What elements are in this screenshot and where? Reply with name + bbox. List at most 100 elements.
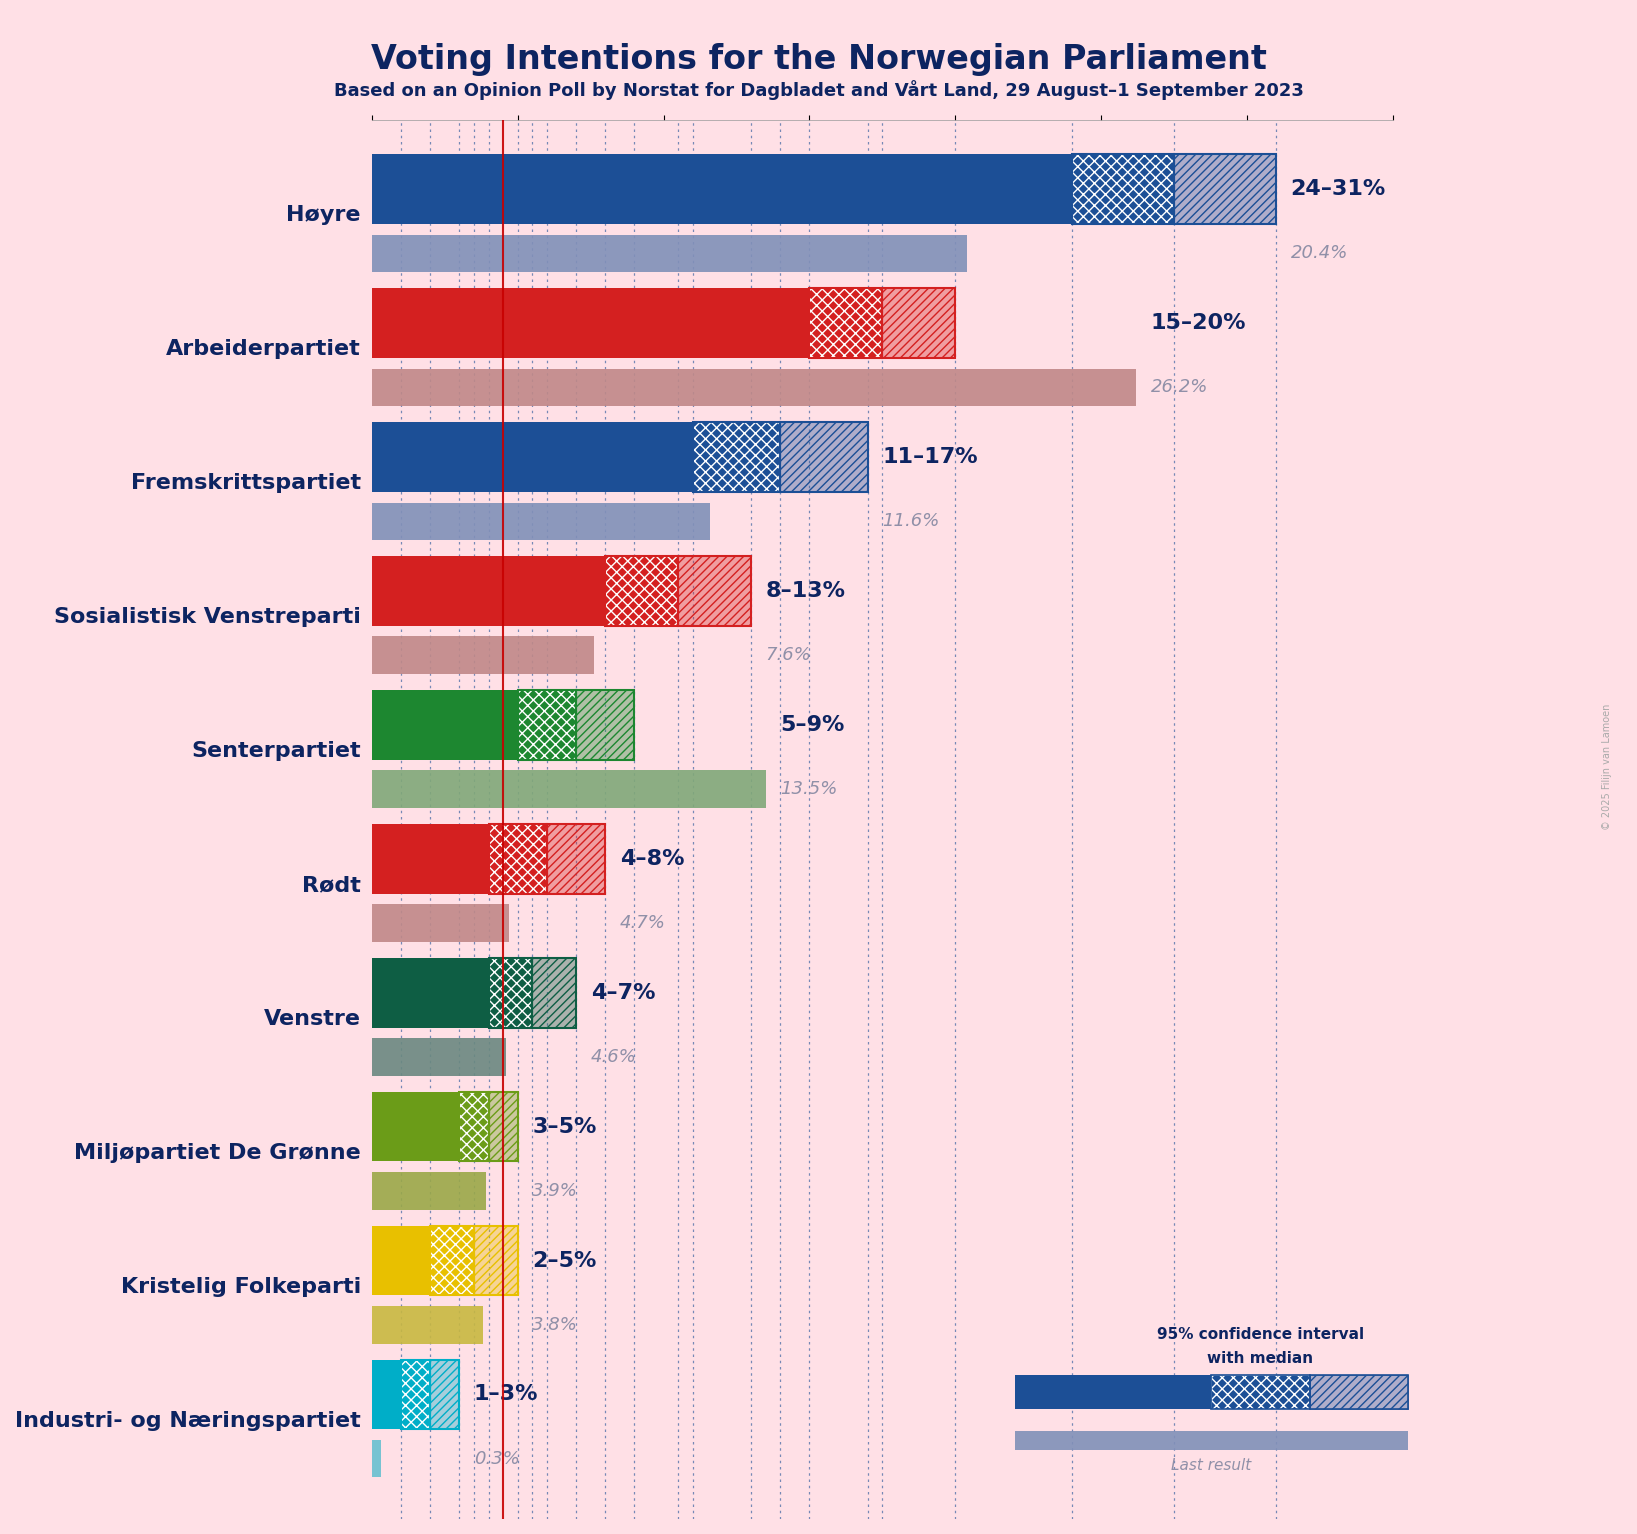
- Text: 4–8%: 4–8%: [620, 848, 684, 868]
- Bar: [1310, 1374, 1408, 1410]
- Bar: [401, 1359, 431, 1430]
- Text: 2–5%: 2–5%: [532, 1250, 596, 1270]
- Text: 11.6%: 11.6%: [882, 512, 940, 531]
- Text: 4.6%: 4.6%: [591, 1048, 637, 1066]
- Bar: [488, 957, 532, 1028]
- Bar: [401, 1359, 431, 1430]
- Bar: [401, 1359, 431, 1430]
- Bar: [809, 288, 882, 357]
- Bar: [372, 1226, 431, 1295]
- Text: © 2025 Filijn van Lamoen: © 2025 Filijn van Lamoen: [1603, 704, 1612, 830]
- Bar: [488, 824, 547, 894]
- Bar: [1174, 155, 1277, 224]
- Bar: [1072, 155, 1174, 224]
- Bar: [1211, 1374, 1310, 1410]
- Bar: [372, 824, 488, 894]
- Bar: [606, 557, 678, 626]
- Bar: [372, 288, 809, 357]
- Bar: [882, 288, 956, 357]
- Bar: [1211, 1374, 1310, 1410]
- Bar: [517, 690, 576, 759]
- Text: 11–17%: 11–17%: [882, 446, 977, 466]
- Bar: [678, 557, 751, 626]
- Bar: [372, 1039, 506, 1075]
- Bar: [372, 1172, 486, 1210]
- Bar: [547, 824, 606, 894]
- Bar: [781, 422, 868, 492]
- Bar: [372, 690, 517, 759]
- Bar: [576, 690, 635, 759]
- Bar: [372, 957, 488, 1028]
- Bar: [372, 1305, 483, 1344]
- Bar: [1174, 155, 1277, 224]
- Text: Voting Intentions for the Norwegian Parliament: Voting Intentions for the Norwegian Parl…: [370, 43, 1267, 77]
- Bar: [882, 288, 956, 357]
- Bar: [475, 1226, 517, 1295]
- Text: 13.5%: 13.5%: [781, 781, 838, 798]
- Bar: [372, 770, 766, 808]
- Bar: [882, 288, 956, 357]
- Bar: [372, 905, 509, 942]
- Text: with median: with median: [1208, 1351, 1313, 1365]
- Bar: [475, 1226, 517, 1295]
- Bar: [532, 957, 576, 1028]
- Bar: [547, 824, 606, 894]
- Bar: [488, 1092, 517, 1161]
- Bar: [475, 1226, 517, 1295]
- Bar: [460, 1092, 488, 1161]
- Text: 0.3%: 0.3%: [475, 1450, 521, 1468]
- Bar: [372, 557, 606, 626]
- Bar: [809, 288, 882, 357]
- Bar: [460, 1092, 488, 1161]
- Bar: [692, 422, 781, 492]
- Bar: [372, 155, 1072, 224]
- Bar: [606, 557, 678, 626]
- Bar: [1015, 1374, 1211, 1410]
- Text: 26.2%: 26.2%: [1151, 379, 1208, 396]
- Bar: [576, 690, 635, 759]
- Bar: [692, 422, 781, 492]
- Bar: [431, 1226, 475, 1295]
- Text: Last result: Last result: [1170, 1457, 1252, 1473]
- Bar: [488, 1092, 517, 1161]
- Bar: [1310, 1374, 1408, 1410]
- Text: 1–3%: 1–3%: [475, 1385, 539, 1405]
- Text: 3.9%: 3.9%: [532, 1181, 578, 1200]
- Bar: [372, 1092, 460, 1161]
- Bar: [576, 690, 635, 759]
- Bar: [517, 690, 576, 759]
- Bar: [1211, 1374, 1310, 1410]
- Text: 4.7%: 4.7%: [620, 914, 666, 933]
- Bar: [488, 957, 532, 1028]
- Bar: [372, 637, 594, 673]
- Text: 15–20%: 15–20%: [1151, 313, 1246, 333]
- Bar: [372, 422, 692, 492]
- Bar: [517, 690, 576, 759]
- Bar: [809, 288, 882, 357]
- Bar: [372, 368, 1136, 407]
- Text: 4–7%: 4–7%: [591, 983, 655, 1003]
- Bar: [431, 1226, 475, 1295]
- Bar: [372, 503, 710, 540]
- Text: Based on an Opinion Poll by Norstat for Dagbladet and Vårt Land, 29 August–1 Sep: Based on an Opinion Poll by Norstat for …: [334, 80, 1303, 100]
- Text: 7.6%: 7.6%: [766, 646, 812, 664]
- Bar: [532, 957, 576, 1028]
- Bar: [1072, 155, 1174, 224]
- Bar: [781, 422, 868, 492]
- Text: 3–5%: 3–5%: [532, 1117, 596, 1137]
- Bar: [431, 1359, 460, 1430]
- Bar: [431, 1226, 475, 1295]
- Bar: [678, 557, 751, 626]
- Bar: [372, 1440, 381, 1477]
- Bar: [431, 1359, 460, 1430]
- Bar: [488, 824, 547, 894]
- Bar: [1015, 1431, 1408, 1451]
- Bar: [606, 557, 678, 626]
- Bar: [692, 422, 781, 492]
- Bar: [1174, 155, 1277, 224]
- Bar: [1072, 155, 1174, 224]
- Bar: [488, 824, 547, 894]
- Bar: [1310, 1374, 1408, 1410]
- Bar: [372, 1359, 401, 1430]
- Text: 8–13%: 8–13%: [766, 581, 846, 601]
